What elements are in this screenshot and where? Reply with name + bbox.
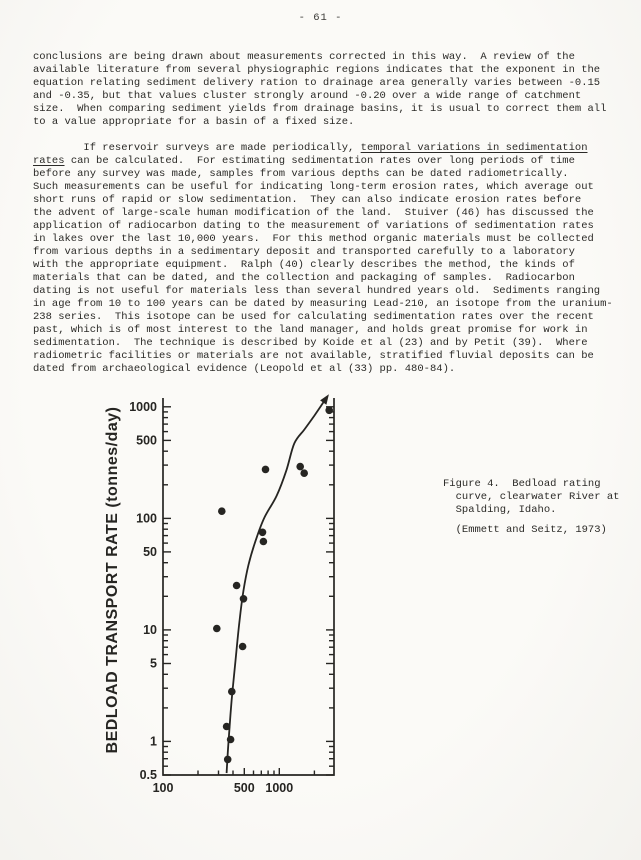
page-number: - 61 -	[298, 12, 343, 24]
curve-arrowhead	[320, 394, 329, 405]
data-point	[296, 462, 304, 471]
text-line: and -0.35, but that values cluster stron…	[33, 90, 582, 102]
text-line: available literature from several physio…	[33, 64, 601, 76]
data-point	[239, 595, 248, 603]
paragraph: conclusions are being drawn about measur…	[33, 51, 613, 129]
text-line: size. When comparing sediment yields fro…	[33, 103, 607, 115]
text-line: radiometric facilities or materials are …	[33, 350, 594, 362]
caption-line: curve, clearwater River at	[443, 491, 620, 503]
caption-line: Spalding, Idaho.	[443, 504, 557, 516]
paragraph: If reservoir surveys are made periodical…	[33, 142, 613, 376]
y-tick-label: 1000	[129, 400, 157, 414]
text-line: in age from 10 to 100 years can be dated…	[33, 298, 613, 310]
data-point	[232, 581, 241, 590]
text-line: equation relating sediment delivery rati…	[33, 77, 601, 89]
text-line: conclusions are being drawn about measur…	[33, 51, 575, 63]
caption-line: Figure 4. Bedload rating	[443, 478, 601, 490]
caption-credit: (Emmett and Seitz, 1973)	[443, 524, 607, 536]
text-line: application of radiocarbon dating to the…	[33, 220, 594, 232]
y-tick-label: 1	[150, 735, 157, 749]
text-line: sedimentation. The technique is describe…	[33, 337, 588, 349]
data-point	[258, 528, 267, 537]
figure-caption: Figure 4. Bedload rating curve, clearwat…	[443, 478, 619, 537]
text-line: in lakes over the last 10,000 years. For…	[33, 233, 594, 245]
y-tick-label: 500	[136, 434, 157, 448]
text-line: to a value appropriate for a basin of a …	[33, 116, 355, 128]
data-point	[259, 537, 268, 546]
data-point	[261, 465, 270, 474]
text-line: past, which is of most interest to the l…	[33, 324, 588, 336]
data-point	[238, 642, 247, 651]
x-tick-label: 100	[153, 781, 174, 795]
text-line: If reservoir surveys are made periodical…	[33, 142, 588, 154]
text-line: dated from archaeological evidence (Leop…	[33, 363, 456, 375]
x-tick-label: 1000	[265, 781, 293, 795]
text-line: rates can be calculated. For estimating …	[33, 155, 575, 167]
text-line: Such measurements can be useful for indi…	[33, 181, 594, 193]
text-line: before any survey was made, samples from…	[33, 168, 569, 180]
y-tick-label: 50	[143, 545, 157, 559]
rating-curve	[225, 397, 327, 774]
text-line: the advent of large-scale human modifica…	[33, 207, 594, 219]
data-point	[300, 469, 308, 477]
data-point	[223, 755, 232, 764]
data-point	[222, 722, 231, 731]
text-line: dating is not useful for materials less …	[33, 285, 601, 297]
y-tick-label: 0.5	[140, 768, 157, 782]
data-point	[218, 507, 226, 515]
axis-frame	[162, 398, 335, 776]
data-point	[228, 687, 236, 696]
text-line: 238 series. This isotope can be used for…	[33, 311, 594, 323]
y-axis-title: BEDLOAD TRANSPORT RATE (tonnes/day)	[104, 407, 121, 754]
data-point	[226, 735, 235, 744]
y-tick-label: 10	[143, 623, 157, 637]
body-text: conclusions are being drawn about measur…	[33, 51, 613, 376]
text-line: short runs of rapid or slow sedimentatio…	[33, 194, 582, 206]
y-tick-label: 100	[136, 512, 157, 526]
x-tick-label: 500	[234, 781, 255, 795]
text-line: materials that can be dated, and the col…	[33, 272, 575, 284]
y-tick-label: 5	[150, 657, 157, 671]
text-line: from various depths in a sedimentary dep…	[33, 246, 575, 258]
text-line: with the appropriate equipment. Ralph (4…	[33, 259, 575, 271]
data-point	[213, 624, 221, 633]
data-point	[325, 406, 333, 415]
